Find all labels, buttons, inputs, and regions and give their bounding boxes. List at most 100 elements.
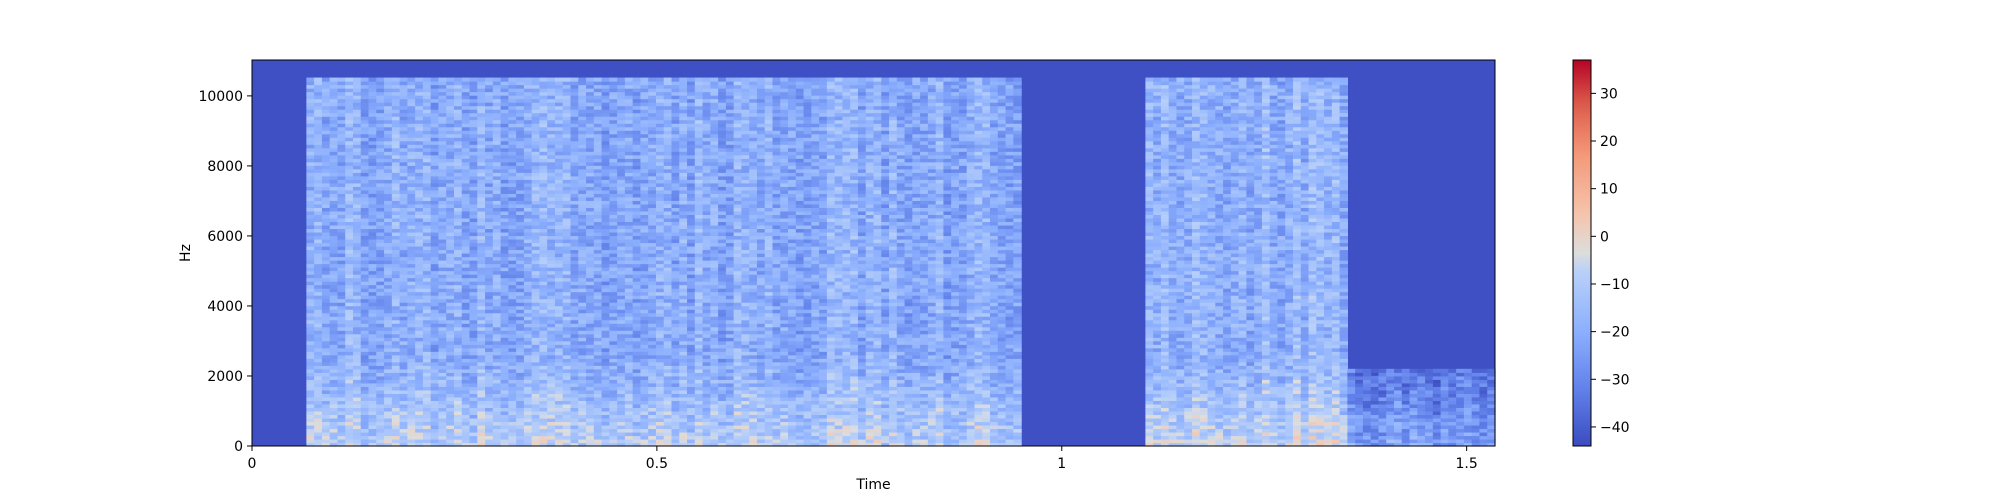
heatmap-cell	[352, 365, 362, 370]
heatmap-cell	[492, 253, 502, 258]
heatmap-cell	[391, 207, 401, 212]
heatmap-cell	[314, 298, 323, 303]
heatmap-cell	[438, 228, 447, 233]
heatmap-cell	[570, 438, 579, 444]
heatmap-cell	[586, 298, 595, 303]
heatmap-cell	[586, 337, 595, 342]
heatmap-cell	[469, 189, 478, 194]
heatmap-cell	[376, 330, 385, 335]
heatmap-cell	[601, 284, 610, 289]
heatmap-cell	[640, 130, 649, 135]
heatmap-cell	[360, 228, 370, 233]
heatmap-cell	[321, 396, 331, 401]
heatmap-cell	[531, 228, 541, 233]
heatmap-cell	[360, 203, 370, 208]
heatmap-cell	[360, 189, 370, 194]
heatmap-cell	[485, 126, 494, 131]
heatmap-cell	[500, 161, 509, 166]
heatmap-cell	[422, 267, 432, 272]
heatmap-cell	[399, 88, 408, 93]
heatmap-cell	[438, 347, 447, 352]
heatmap-cell	[562, 284, 572, 289]
heatmap-cell	[430, 193, 440, 198]
heatmap-cell	[593, 431, 603, 437]
heatmap-cell	[593, 358, 603, 363]
heatmap-cell	[337, 200, 346, 205]
heatmap-cell	[663, 221, 673, 226]
heatmap-cell	[562, 442, 572, 447]
heatmap-cell	[446, 354, 455, 359]
heatmap-cell	[469, 431, 478, 437]
heatmap-cell	[632, 323, 642, 328]
heatmap-cell	[422, 256, 432, 261]
heatmap-cell	[500, 137, 509, 142]
heatmap-cell	[492, 119, 502, 124]
heatmap-cell	[384, 326, 393, 331]
heatmap-cell	[516, 382, 525, 387]
heatmap-cell	[531, 221, 541, 226]
heatmap-cell	[461, 109, 471, 114]
heatmap-cell	[438, 288, 447, 293]
heatmap-cell	[352, 109, 362, 114]
heatmap-cell	[376, 340, 385, 345]
heatmap-cell	[376, 312, 385, 317]
heatmap-cell	[345, 291, 354, 296]
heatmap-cell	[453, 396, 463, 401]
heatmap-cell	[345, 319, 354, 324]
heatmap-cell	[593, 351, 603, 356]
heatmap-cell	[446, 431, 455, 437]
heatmap-cell	[368, 123, 377, 128]
heatmap-cell	[384, 77, 393, 82]
heatmap-cell	[384, 305, 393, 310]
heatmap-cell	[624, 305, 634, 310]
heatmap-cell	[562, 291, 572, 296]
heatmap-cell	[523, 91, 533, 96]
heatmap-cell	[578, 333, 587, 338]
heatmap-cell	[469, 347, 478, 352]
heatmap-cell	[422, 379, 432, 384]
heatmap-cell	[337, 88, 346, 93]
heatmap-cell	[306, 389, 315, 394]
heatmap-cell	[453, 158, 463, 163]
heatmap-cell	[438, 175, 447, 180]
heatmap-cell	[570, 81, 579, 86]
heatmap-cell	[415, 221, 424, 226]
heatmap-cell	[352, 182, 362, 187]
heatmap-cell	[368, 102, 377, 107]
heatmap-cell	[624, 260, 634, 265]
heatmap-cell	[609, 316, 618, 321]
heatmap-cell	[609, 253, 618, 258]
heatmap-cell	[632, 312, 642, 317]
heatmap-cell	[422, 137, 432, 142]
heatmap-cell	[632, 361, 642, 366]
heatmap-cell	[485, 196, 494, 201]
heatmap-cell	[368, 193, 377, 198]
heatmap-cell	[516, 231, 525, 237]
heatmap-cell	[508, 137, 517, 142]
heatmap-cell	[547, 154, 556, 159]
heatmap-cell	[523, 277, 533, 282]
heatmap-cell	[368, 354, 377, 359]
heatmap-cell	[360, 291, 370, 296]
heatmap-cell	[446, 193, 455, 198]
heatmap-cell	[655, 438, 665, 444]
heatmap-cell	[539, 245, 548, 251]
heatmap-cell	[446, 274, 455, 279]
heatmap-cell	[352, 112, 362, 117]
heatmap-cell	[578, 161, 587, 166]
heatmap-cell	[345, 442, 354, 447]
heatmap-cell	[500, 372, 509, 377]
heatmap-cell	[554, 375, 564, 380]
heatmap-cell	[570, 123, 579, 128]
heatmap-cell	[492, 379, 502, 384]
heatmap-cell	[430, 400, 440, 405]
heatmap-cell	[438, 214, 447, 219]
heatmap-cell	[500, 295, 509, 300]
heatmap-cell	[609, 116, 618, 121]
heatmap-cell	[516, 238, 525, 244]
heatmap-cell	[554, 217, 564, 223]
heatmap-cell	[492, 428, 502, 433]
heatmap-cell	[368, 224, 377, 230]
heatmap-cell	[640, 277, 649, 282]
heatmap-cell	[306, 382, 315, 387]
